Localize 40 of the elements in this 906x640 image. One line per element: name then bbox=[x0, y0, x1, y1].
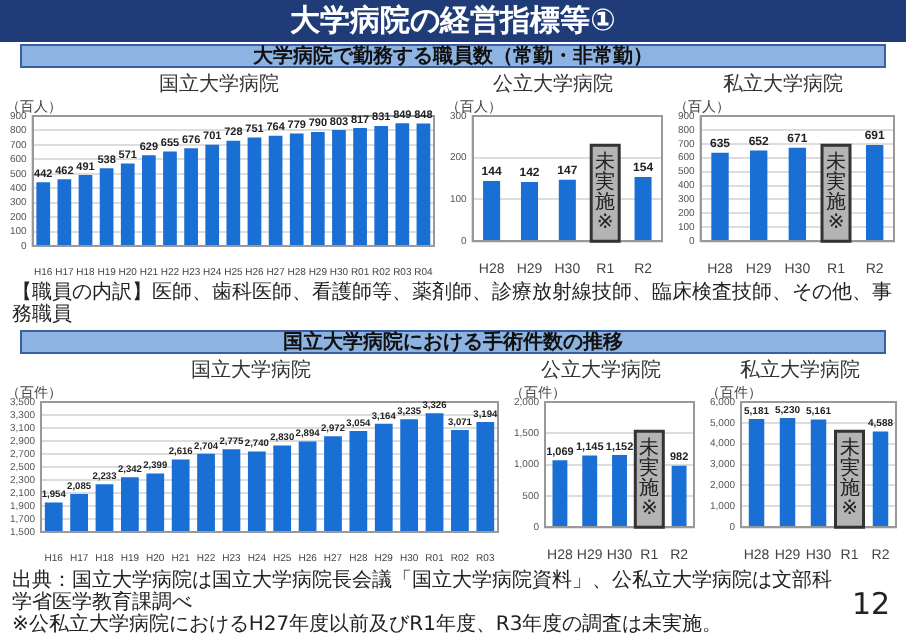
text: 大学病院の経営指標等① bbox=[0, 0, 906, 42]
annotation: 未実施※ bbox=[595, 150, 616, 235]
bar bbox=[226, 140, 241, 245]
bar bbox=[57, 179, 72, 245]
bar bbox=[163, 151, 177, 245]
chart-subtitle: 国立大学病院における手術件数の推移 bbox=[20, 330, 886, 354]
chart-title: 国立大学病院 bbox=[159, 71, 279, 96]
bar bbox=[247, 137, 262, 245]
chart-title: 国立大学病院 bbox=[191, 357, 311, 382]
annotation: 未実施※ bbox=[639, 436, 660, 521]
chart-title: 私立大学病院 bbox=[740, 357, 860, 382]
text: 12 bbox=[852, 586, 891, 622]
bar bbox=[353, 127, 367, 245]
chart-title: 公立大学病院 bbox=[541, 357, 661, 382]
bar bbox=[310, 131, 325, 245]
text: 【職員の内訳】医師、歯科医師、看護師等、薬剤師、診療放射線技師、臨床検査技師、その他、事務職員 bbox=[12, 282, 892, 326]
bar bbox=[416, 123, 431, 245]
source-note: 出典：国立大学病院は国立大学病院長会議「国立大学病院資料」、公私立大学病院は文部科学省医学教育課調べ bbox=[12, 570, 834, 614]
bar bbox=[779, 418, 796, 527]
text: ※公私立大学病院におけるH27年度以前及びR1年度、R3年度の調査は未実施。 bbox=[12, 614, 725, 636]
chart-subtitle: 大学病院で勤務する職員数（常勤・非常勤） bbox=[20, 44, 886, 68]
bar bbox=[374, 125, 389, 245]
bar bbox=[120, 163, 135, 245]
bar bbox=[36, 182, 51, 245]
annotation: 未実施※ bbox=[839, 436, 860, 521]
bar bbox=[78, 175, 93, 245]
bar bbox=[141, 155, 156, 245]
chart-title: 公立大学病院 bbox=[493, 71, 613, 96]
bar bbox=[748, 419, 765, 527]
bar bbox=[99, 168, 114, 245]
bar bbox=[872, 431, 889, 527]
chart-title: 私立大学病院 bbox=[723, 71, 843, 96]
bar bbox=[395, 123, 410, 245]
bar bbox=[332, 130, 346, 245]
bar bbox=[810, 419, 827, 527]
bar bbox=[184, 148, 198, 245]
bar bbox=[268, 135, 283, 245]
bar bbox=[289, 133, 304, 245]
annotation: 未実施※ bbox=[826, 150, 847, 235]
bar bbox=[205, 144, 220, 245]
